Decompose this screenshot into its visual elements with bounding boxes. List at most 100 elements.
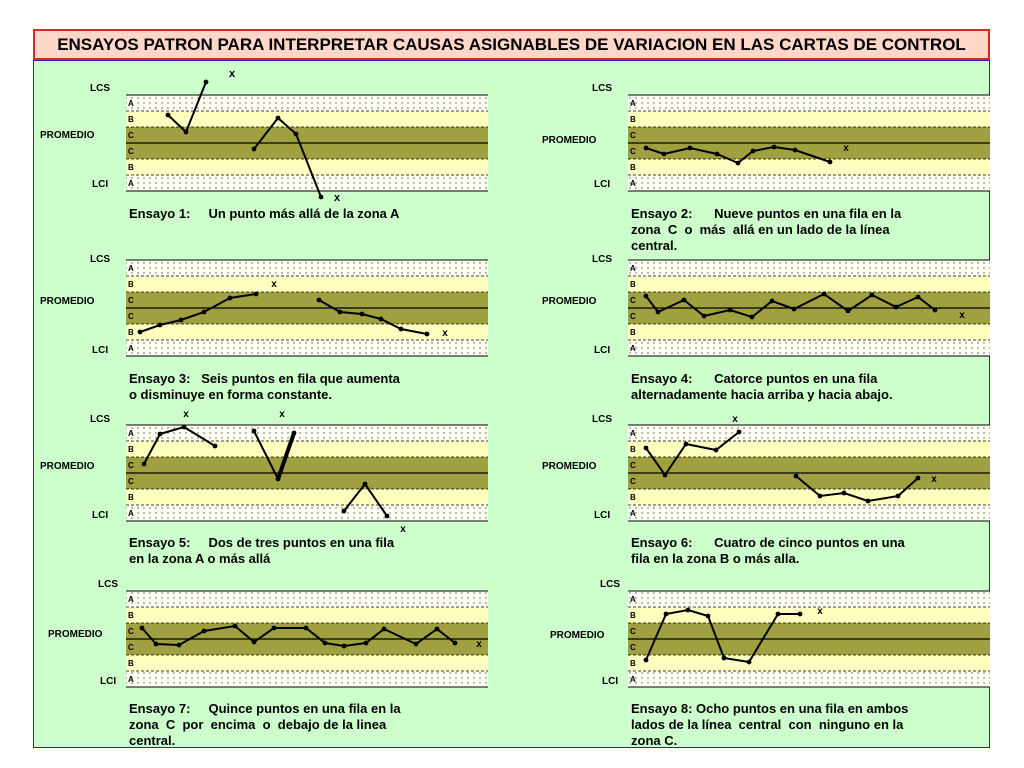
chart-2-out-marker-1: x (843, 143, 849, 154)
chart-5-lcs-label: LCS (90, 414, 110, 425)
chart-4-zone-b-5 (628, 324, 990, 340)
chart-8-lcs-label: LCS (600, 579, 620, 590)
chart-4-zone-a-1 (628, 260, 990, 276)
chart-8-point-1-7 (775, 611, 781, 617)
chart-6-lcs-label: LCS (592, 414, 612, 425)
chart-5-point-1-2 (157, 431, 163, 437)
chart-8-point-1-2 (663, 611, 669, 617)
chart-3-zone-b-2 (126, 276, 488, 292)
chart-4-series-1 (645, 292, 936, 319)
chart-7-zone-label-6: A (128, 675, 134, 684)
chart-6-zone-b-2 (628, 441, 990, 457)
chart-7-point-1-8 (303, 625, 309, 631)
chart-7-zone-b-2 (126, 607, 488, 623)
chart-3-point-1-4 (201, 309, 207, 315)
chart-4-zone-label-3: C (630, 296, 636, 305)
chart-8-point-1-8 (797, 611, 803, 617)
chart-7-lci-label: LCI (100, 676, 116, 687)
chart-8-point-1-6 (746, 659, 752, 665)
chart-8-point-1-1 (643, 657, 649, 663)
chart-7-point-1-15 (452, 640, 458, 646)
chart-4-zone-label-4: C (630, 312, 636, 321)
chart-2-zone-b-2 (628, 111, 990, 127)
chart-1-zone-a-1 (126, 95, 488, 111)
chart-5-emphasis-1 (276, 432, 296, 480)
chart-5-zone-label-6: A (128, 509, 134, 518)
chart-3-zone-c-3 (126, 292, 488, 308)
chart-7-point-1-9 (322, 640, 328, 646)
chart-7-point-1-2 (153, 641, 159, 647)
chart-6-zone-a-6 (628, 505, 990, 521)
chart-3-point-2-6 (424, 331, 430, 337)
chart-3-zone-a-6 (126, 340, 488, 356)
chart-1-zone-label-4: C (128, 147, 134, 156)
chart-4-zone-a-6 (628, 340, 990, 356)
chart-3-series-2 (318, 299, 428, 335)
chart-3-zone-label-4: C (128, 312, 134, 321)
chart-3-series-1 (139, 293, 257, 333)
chart-2-zone-a-1 (628, 95, 990, 111)
chart-7-point-1-3 (176, 642, 182, 648)
chart-8-zone-c-4 (628, 639, 990, 655)
chart-5-point-3-1 (341, 508, 347, 514)
chart-6-promedio-label: PROMEDIO (542, 461, 597, 472)
chart-4-point-1-7 (769, 298, 775, 304)
caption-4: Ensayo 4: Catorce puntos en una fila alt… (631, 371, 893, 402)
chart-7-zone-label-3: C (128, 627, 134, 636)
chart-6-point-2-5 (895, 493, 901, 499)
chart-5-zone-a-6 (126, 505, 488, 521)
chart-5-zone-a-1 (126, 425, 488, 441)
chart-6-point-2-1 (793, 473, 799, 479)
caption-5: Ensayo 5: Dos de tres puntos en una fila… (129, 535, 395, 566)
chart-4-point-1-11 (869, 292, 875, 298)
chart-5-zone-c-4 (126, 473, 488, 489)
chart-7-point-1-7 (271, 625, 277, 631)
chart-3-lcs-label: LCS (90, 254, 110, 265)
chart-8-zone-b-5 (628, 655, 990, 671)
chart-5-point-1-1 (141, 461, 147, 467)
chart-7-zone-label-4: C (128, 643, 134, 652)
chart-8-zone-a-6 (628, 671, 990, 687)
chart-5-point-1-3 (181, 424, 187, 430)
chart-3-point-2-2 (337, 309, 343, 315)
chart-5-zone-c-3 (126, 457, 488, 473)
chart-5-zone-label-5: B (128, 493, 134, 502)
chart-1-out-marker-1: x (229, 68, 236, 80)
chart-2-zone-label-2: B (630, 115, 636, 124)
chart-3-zone-b-5 (126, 324, 488, 340)
chart-8-zone-label-6: A (630, 675, 636, 684)
chart-4-out-marker-1: x (959, 310, 965, 321)
chart-2-zone-label-1: A (630, 99, 636, 108)
chart-5-zone-b-5 (126, 489, 488, 505)
chart-7-point-1-12 (381, 626, 387, 632)
chart-4-point-1-9 (821, 291, 827, 297)
chart-4-point-1-4 (701, 313, 707, 319)
chart-5-zone-label-1: A (128, 429, 134, 438)
chart-1-lci-label: LCI (92, 179, 108, 190)
chart-1-point-1-1 (165, 112, 171, 118)
chart-6-point-1-4 (713, 447, 719, 453)
chart-8-point-1-4 (705, 613, 711, 619)
chart-2-point-1-9 (827, 159, 833, 165)
chart-8-series-1 (645, 608, 800, 664)
caption-3: Ensayo 3: Seis puntos en fila que aument… (129, 371, 400, 402)
chart-1-zone-b-2 (126, 111, 488, 127)
chart-1-point-2-3 (293, 131, 299, 137)
chart-4-point-1-10 (845, 308, 851, 314)
chart-2-lci-label: LCI (594, 179, 610, 190)
chart-6-zone-label-1: A (630, 429, 636, 438)
chart-8-zone-label-4: C (630, 643, 636, 652)
chart-1-point-2-2 (275, 115, 281, 121)
chart-6-zone-label-4: C (630, 477, 636, 486)
chart-1-zone-label-6: A (128, 179, 134, 188)
chart-4-promedio-label: PROMEDIO (542, 296, 597, 307)
chart-1-point-1-3 (203, 79, 209, 85)
caption-1: Ensayo 1: Un punto más allá de la zona A (129, 206, 400, 221)
chart-6-zone-b-5 (628, 489, 990, 505)
chart-7-zone-label-5: B (128, 659, 134, 668)
chart-1-zone-label-1: A (128, 99, 134, 108)
chart-3-point-2-1 (316, 297, 322, 303)
chart-3-lci-label: LCI (92, 345, 108, 356)
chart-1-zone-a-6 (126, 175, 488, 191)
chart-6-point-1-1 (643, 445, 649, 451)
